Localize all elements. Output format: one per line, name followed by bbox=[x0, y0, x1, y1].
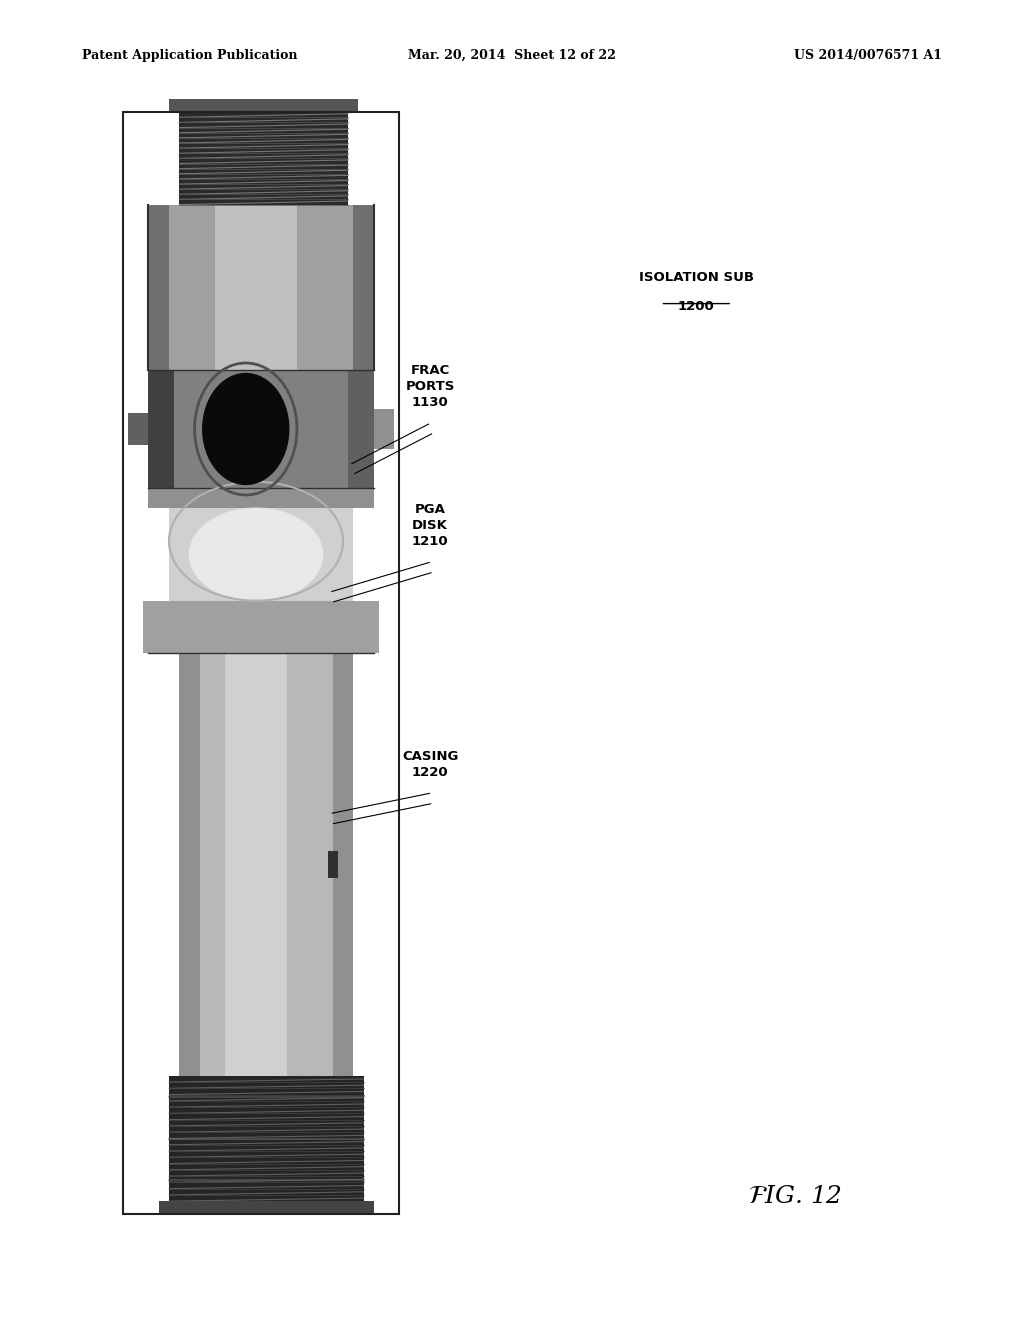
Bar bbox=[169, 99, 358, 112]
Text: PGA
DISK
1210: PGA DISK 1210 bbox=[412, 503, 449, 548]
Bar bbox=[128, 413, 148, 445]
Bar bbox=[374, 409, 394, 449]
Text: FRAC
PORTS
1130: FRAC PORTS 1130 bbox=[406, 364, 455, 409]
Bar bbox=[169, 1076, 364, 1201]
Text: $\mathcal{F}$IG. 12: $\mathcal{F}$IG. 12 bbox=[748, 1185, 842, 1208]
Bar bbox=[200, 653, 333, 1076]
Text: US 2014/0076571 A1: US 2014/0076571 A1 bbox=[794, 49, 942, 62]
Text: CASING
1220: CASING 1220 bbox=[401, 750, 459, 779]
Bar bbox=[123, 112, 399, 1214]
Text: Mar. 20, 2014  Sheet 12 of 22: Mar. 20, 2014 Sheet 12 of 22 bbox=[408, 49, 616, 62]
Bar bbox=[179, 112, 348, 205]
Circle shape bbox=[203, 374, 289, 484]
Bar bbox=[179, 653, 353, 1076]
Bar bbox=[169, 508, 353, 601]
Bar bbox=[148, 370, 374, 488]
Bar bbox=[148, 370, 174, 488]
Ellipse shape bbox=[189, 508, 323, 601]
Text: Patent Application Publication: Patent Application Publication bbox=[82, 49, 297, 62]
Bar bbox=[169, 205, 353, 370]
Bar bbox=[143, 601, 379, 653]
Bar bbox=[148, 488, 374, 508]
Bar bbox=[225, 653, 287, 1076]
Bar bbox=[159, 1201, 374, 1214]
Text: 1200: 1200 bbox=[678, 300, 715, 313]
Bar bbox=[328, 851, 338, 878]
Bar bbox=[348, 370, 374, 488]
Bar bbox=[215, 205, 297, 370]
Bar bbox=[148, 205, 374, 370]
Text: ISOLATION SUB: ISOLATION SUB bbox=[639, 271, 754, 284]
